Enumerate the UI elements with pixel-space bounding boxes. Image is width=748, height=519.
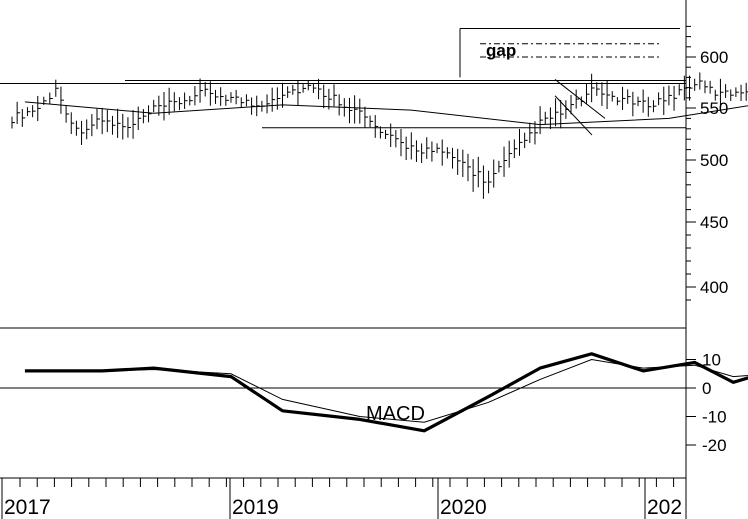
- price-y-axis: 400 450 500 550 600: [686, 25, 728, 301]
- price-overlays: [0, 27, 686, 136]
- price-series: [11, 72, 748, 199]
- year-label: 202: [647, 496, 682, 519]
- moving-average-line: [24, 101, 748, 126]
- moving-average-series: [24, 101, 748, 126]
- macd-series: [24, 352, 748, 433]
- macd-label: MACD: [366, 403, 425, 425]
- price-tick-label: 550: [700, 99, 728, 118]
- macd-y-axis: 10 0 -10 -20: [0, 351, 727, 455]
- year-label: 2017: [4, 496, 51, 519]
- year-label: 2019: [232, 496, 279, 519]
- price-tick-label: 600: [700, 48, 728, 67]
- price-tick-label: 400: [700, 278, 728, 297]
- year-label: 2020: [440, 496, 487, 519]
- macd-line: [24, 352, 748, 433]
- macd-tick-label: 0: [702, 379, 711, 398]
- signal-line: [102, 358, 748, 423]
- macd-tick-label: -20: [702, 436, 727, 455]
- price-tick-label: 450: [700, 213, 728, 232]
- gap-annotation: gap: [486, 41, 516, 60]
- macd-tick-label: -10: [702, 408, 727, 427]
- macd-tick-label: 10: [702, 351, 721, 370]
- x-axis: 2017 2019 2020 202: [1, 478, 682, 519]
- price-tick-label: 500: [700, 151, 728, 170]
- channel-line-upper: [554, 79, 606, 119]
- chart-frame: [0, 0, 687, 519]
